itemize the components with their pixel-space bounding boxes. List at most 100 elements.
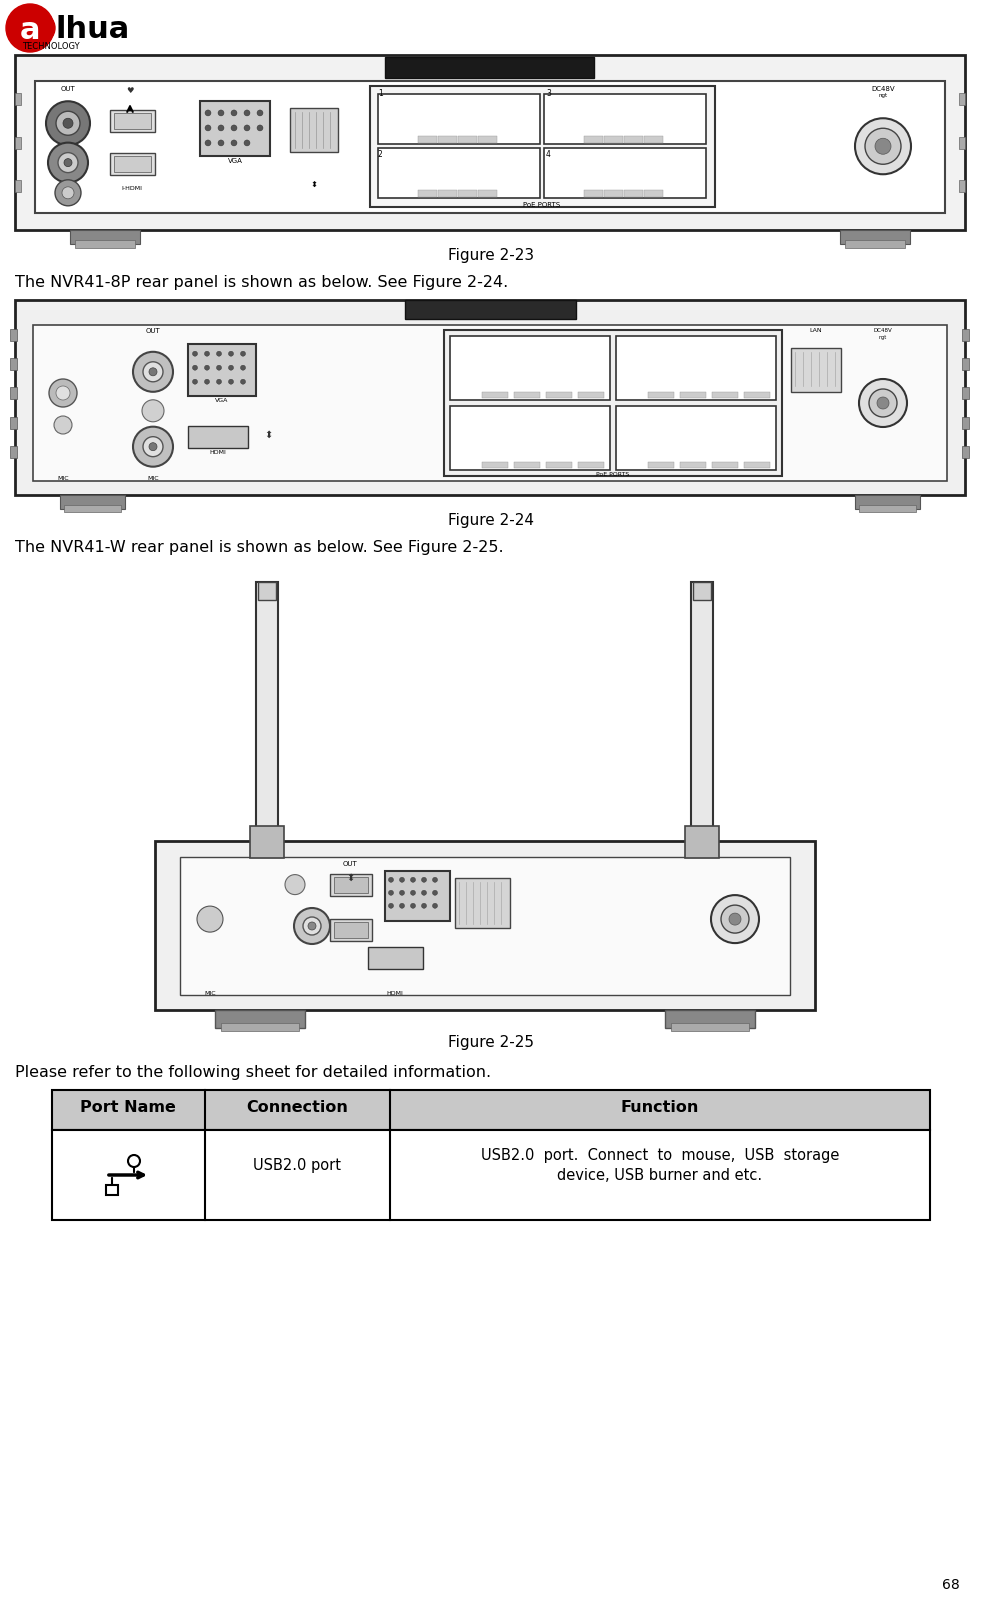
Circle shape (400, 891, 405, 895)
Bar (546, 392, 572, 398)
Bar (15, 181, 21, 192)
Circle shape (241, 352, 246, 357)
Text: USB2.0  port.  Connect  to  mouse,  USB  storage: USB2.0 port. Connect to mouse, USB stora… (481, 1148, 840, 1162)
Bar (665, 1011, 755, 1028)
Circle shape (204, 365, 209, 371)
Circle shape (241, 365, 246, 371)
Circle shape (216, 352, 222, 357)
Bar (604, 136, 623, 144)
Circle shape (48, 142, 88, 182)
Text: HDMI: HDMI (209, 451, 227, 456)
Text: ⬍: ⬍ (310, 179, 317, 189)
Circle shape (257, 125, 263, 131)
Circle shape (421, 903, 426, 908)
Bar (368, 947, 423, 969)
Bar (959, 93, 965, 106)
Circle shape (218, 141, 224, 146)
Circle shape (192, 352, 197, 357)
Circle shape (711, 895, 759, 943)
Circle shape (294, 908, 330, 943)
Text: ⬍: ⬍ (346, 873, 355, 883)
Text: Figure 2-25: Figure 2-25 (448, 1035, 534, 1051)
Bar (962, 387, 969, 400)
Text: The NVR41-8P rear panel is shown as below. See Figure 2-24.: The NVR41-8P rear panel is shown as belo… (15, 275, 509, 289)
Text: USB2.0 port: USB2.0 port (253, 1158, 341, 1174)
Circle shape (6, 5, 54, 53)
Bar (962, 417, 969, 429)
Circle shape (877, 397, 889, 409)
Bar (52, 1091, 930, 1130)
Bar (378, 94, 540, 144)
Circle shape (149, 368, 157, 376)
Bar (478, 190, 497, 197)
Bar (385, 871, 450, 921)
Circle shape (231, 110, 237, 117)
Bar (60, 496, 125, 508)
Text: device, USB burner and etc.: device, USB burner and etc. (558, 1167, 763, 1183)
Circle shape (244, 125, 250, 131)
Bar (712, 392, 738, 398)
Circle shape (432, 878, 438, 883)
Bar (688, 841, 716, 900)
Text: The NVR41-W rear panel is shown as below. See Figure 2-25.: The NVR41-W rear panel is shown as below… (15, 540, 504, 555)
Circle shape (241, 379, 246, 384)
Circle shape (55, 179, 81, 206)
Text: HDMI: HDMI (387, 991, 404, 996)
Text: LAN: LAN (810, 328, 822, 333)
Bar (840, 230, 910, 245)
Circle shape (421, 878, 426, 883)
Text: 4: 4 (546, 150, 551, 160)
Circle shape (143, 361, 163, 382)
Bar (744, 462, 770, 469)
Bar (215, 1011, 305, 1028)
Circle shape (257, 110, 263, 117)
Bar (644, 190, 663, 197)
Circle shape (229, 365, 234, 371)
Circle shape (231, 141, 237, 146)
Bar (544, 149, 706, 198)
Bar (616, 336, 776, 400)
Bar (438, 136, 457, 144)
Bar (188, 344, 256, 395)
Bar (584, 136, 603, 144)
Circle shape (64, 158, 72, 166)
Bar (10, 387, 17, 400)
Bar (155, 841, 815, 1011)
Bar (604, 190, 623, 197)
Bar (648, 392, 674, 398)
Bar (644, 136, 663, 144)
Circle shape (244, 141, 250, 146)
Bar (680, 392, 706, 398)
Text: OUT: OUT (145, 328, 160, 334)
Circle shape (149, 443, 157, 451)
Circle shape (216, 379, 222, 384)
Text: 1: 1 (378, 90, 383, 98)
Circle shape (855, 118, 911, 174)
Bar (482, 392, 508, 398)
Bar (330, 873, 372, 895)
Bar (106, 1185, 118, 1194)
Circle shape (218, 125, 224, 131)
Circle shape (49, 379, 77, 408)
Bar (52, 1130, 930, 1220)
Bar (478, 136, 497, 144)
Circle shape (389, 903, 394, 908)
Bar (10, 446, 17, 457)
Text: Figure 2-23: Figure 2-23 (448, 248, 534, 262)
Text: Function: Function (621, 1100, 699, 1115)
Bar (845, 240, 905, 248)
Bar (744, 392, 770, 398)
Circle shape (46, 101, 90, 146)
Bar (110, 110, 155, 133)
Bar (221, 1023, 299, 1031)
Bar (256, 582, 278, 839)
Text: Please refer to the following sheet for detailed information.: Please refer to the following sheet for … (15, 1065, 491, 1079)
Circle shape (216, 365, 222, 371)
Bar (114, 157, 151, 173)
Circle shape (133, 427, 173, 467)
Circle shape (133, 352, 173, 392)
Bar (616, 406, 776, 470)
Circle shape (58, 152, 78, 173)
Circle shape (197, 907, 223, 932)
Bar (962, 358, 969, 369)
